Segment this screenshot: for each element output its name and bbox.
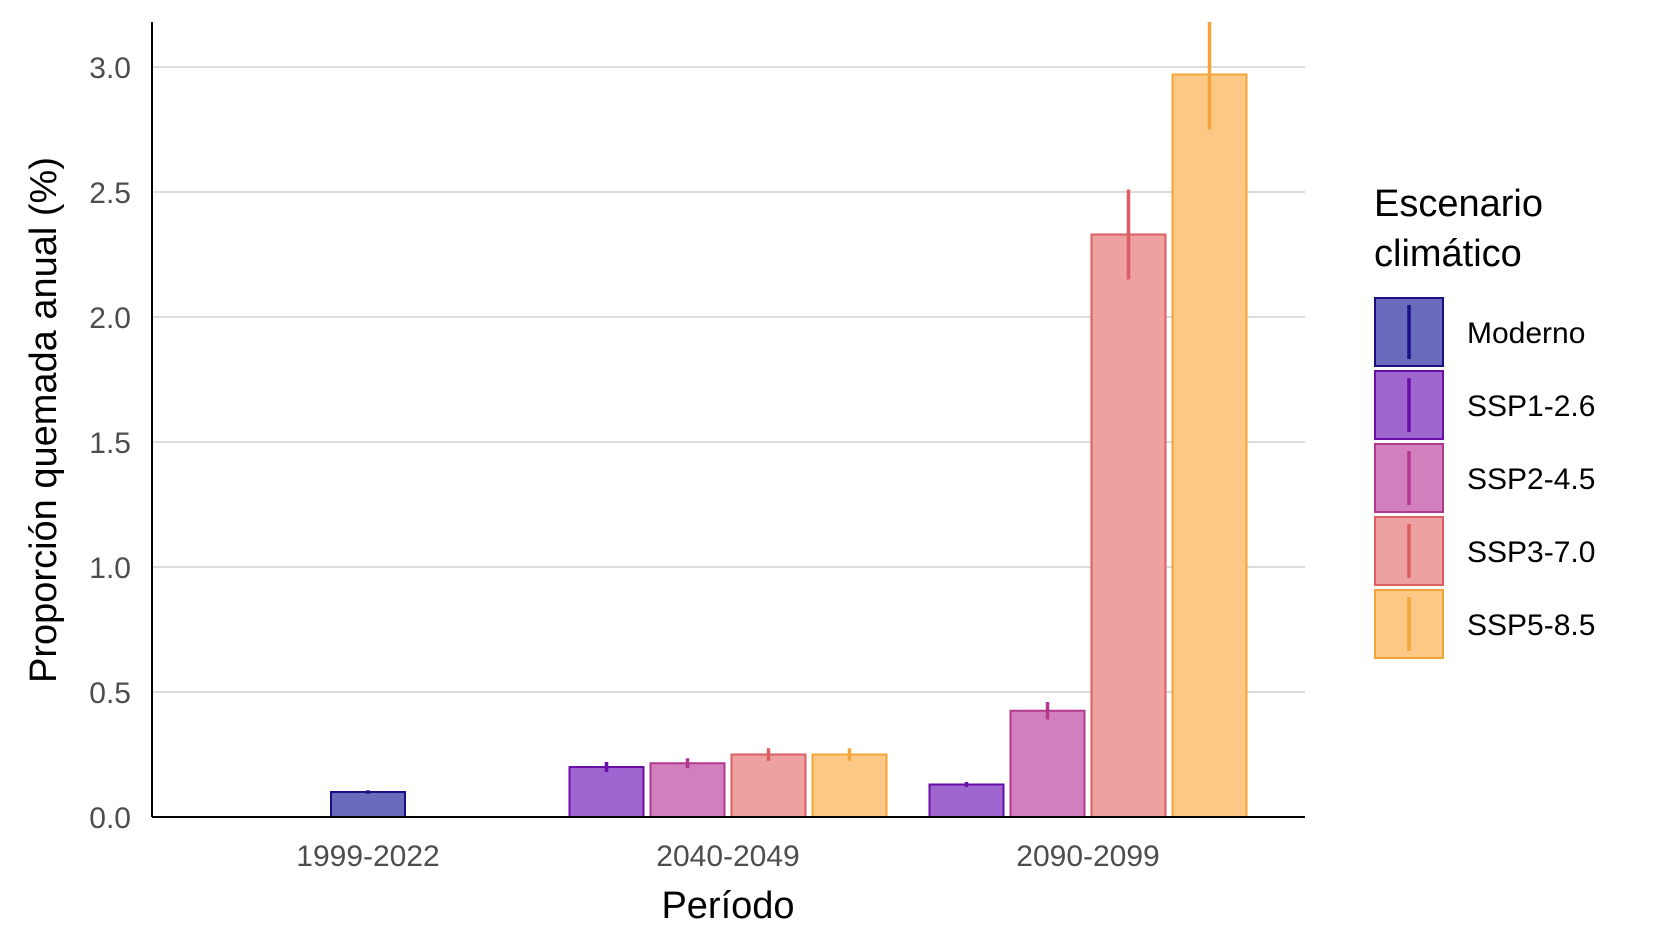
legend-label: SSP5-8.5 xyxy=(1467,609,1595,642)
bar xyxy=(568,766,645,818)
x-tick-label: 2040-2049 xyxy=(656,840,799,873)
bar xyxy=(811,753,888,818)
y-tick-label: 3.0 xyxy=(89,52,131,85)
y-tick-label: 0.0 xyxy=(89,802,131,835)
bar xyxy=(928,783,1005,818)
y-tick-label: 0.5 xyxy=(89,677,131,710)
legend-label: SSP2-4.5 xyxy=(1467,463,1595,496)
x-tick-label: 1999-2022 xyxy=(296,840,439,873)
x-tick-labels: 1999-2022 2040-2049 2090-2099 xyxy=(296,840,1159,873)
axes xyxy=(151,22,1305,818)
legend-title-line2: climático xyxy=(1374,233,1522,275)
y-tick-labels: 0.0 0.5 1.0 1.5 2.0 2.5 3.0 xyxy=(89,52,131,835)
legend-title-line1: Escenario xyxy=(1374,183,1543,225)
error-bars xyxy=(366,22,1212,794)
bar xyxy=(1009,709,1086,818)
legend-label: SSP3-7.0 xyxy=(1467,536,1595,569)
y-tick-label: 1.0 xyxy=(89,552,131,585)
bar xyxy=(649,762,726,818)
y-tick-label: 2.5 xyxy=(89,177,131,210)
y-axis-title: Proporción quemada anual (%) xyxy=(23,157,65,683)
y-tick-label: 2.0 xyxy=(89,302,131,335)
x-tick-label: 2090-2099 xyxy=(1016,840,1159,873)
legend-label: Moderno xyxy=(1467,317,1585,350)
bar xyxy=(730,753,807,818)
bar xyxy=(330,791,406,818)
y-tick-label: 1.5 xyxy=(89,427,131,460)
legend-label: SSP1-2.6 xyxy=(1467,390,1595,423)
x-axis-title: Período xyxy=(661,885,794,927)
legend: Escenario climático Moderno SSP1-2.6 SSP2-… xyxy=(1374,183,1595,659)
legend-items: Moderno SSP1-2.6 SSP2-4.5 SSP3-7.0 SSP5-8.5 xyxy=(1374,297,1595,659)
bar xyxy=(1090,233,1167,818)
bars xyxy=(330,73,1248,818)
bar xyxy=(1171,73,1248,818)
